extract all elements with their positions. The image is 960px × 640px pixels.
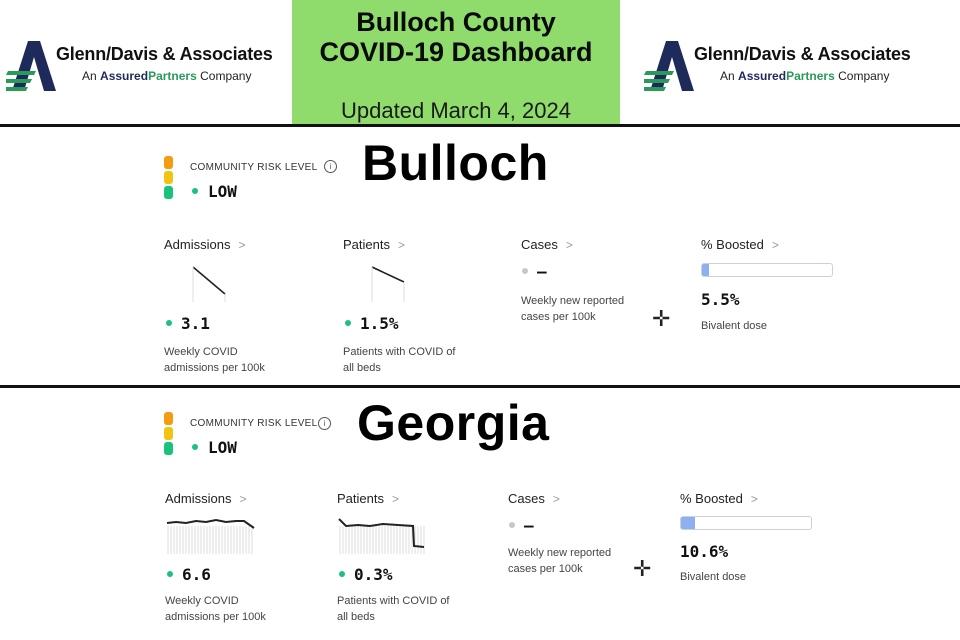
region-name-georgia: Georgia — [357, 395, 550, 451]
status-dot-icon — [167, 570, 173, 577]
boosted-progress-fill — [702, 264, 710, 276]
logo-tagline: An AssuredPartners Company — [82, 69, 252, 83]
chevron-right-icon: > — [750, 492, 758, 506]
metric-boosted-link[interactable]: % Boosted > — [701, 237, 779, 252]
community-risk-label: COMMUNITY RISK LEVEL — [190, 162, 318, 173]
metric-patients-link[interactable]: Patients > — [337, 491, 399, 506]
admissions-description: Weekly COVID admissions per 100k — [165, 595, 266, 623]
metric-cases-link[interactable]: Cases > — [508, 491, 560, 506]
status-dot-icon — [166, 319, 172, 326]
chevron-right-icon: > — [397, 238, 405, 252]
status-dot-icon — [192, 187, 198, 194]
title-line-2: COVID-19 Dashboard — [319, 37, 593, 67]
title-line-1: Bulloch County — [356, 7, 556, 37]
admissions-sparkline — [192, 266, 226, 302]
admissions-description: Weekly COVID admissions per 100k — [164, 346, 265, 374]
metric-admissions-link[interactable]: Admissions > — [164, 237, 246, 252]
boosted-value: 5.5% — [701, 290, 740, 309]
status-dot-icon — [522, 267, 528, 274]
logo-company-name: Glenn/Davis & Associates — [694, 44, 911, 64]
community-risk-value: LOW — [192, 182, 237, 201]
status-dot-icon — [192, 443, 198, 450]
boosted-progress-bar — [701, 263, 833, 277]
admissions-value: 6.6 — [167, 565, 211, 584]
metric-patients-link[interactable]: Patients > — [343, 237, 405, 252]
logo-company-name: Glenn/Davis & Associates — [56, 44, 273, 64]
admissions-sparkline — [166, 518, 255, 554]
community-risk-label: COMMUNITY RISK LEVEL — [190, 418, 318, 429]
chevron-right-icon: > — [391, 492, 399, 506]
logo-right: Glenn/Davis & Associates An AssuredPartn… — [644, 38, 929, 96]
admissions-value: 3.1 — [166, 314, 210, 333]
status-dot-icon — [345, 319, 351, 326]
status-dot-icon — [339, 570, 345, 577]
divider-middle — [0, 385, 960, 388]
metric-boosted-link[interactable]: % Boosted > — [680, 491, 758, 506]
boosted-value: 10.6% — [680, 542, 729, 561]
updated-date: Updated March 4, 2024 — [341, 98, 571, 123]
patients-value: 1.5% — [345, 314, 399, 333]
divider-top — [0, 124, 960, 127]
cases-description: Weekly new reported cases per 100k — [508, 547, 612, 575]
boosted-description: Bivalent dose — [701, 320, 768, 332]
assuredpartners-a-logo-icon — [644, 41, 694, 91]
patients-description: Patients with COVID of all beds — [337, 595, 450, 623]
boosted-description: Bivalent dose — [680, 571, 747, 583]
chevron-right-icon: > — [552, 492, 560, 506]
info-icon[interactable]: i — [318, 417, 331, 430]
assuredpartners-a-logo-icon — [6, 41, 56, 91]
patients-sparkline — [338, 518, 425, 554]
patients-description: Patients with COVID of all beds — [343, 346, 456, 374]
status-dot-icon — [509, 521, 515, 528]
metric-admissions-link[interactable]: Admissions > — [165, 491, 247, 506]
chevron-right-icon: > — [565, 238, 573, 252]
boosted-progress-fill — [681, 517, 695, 529]
crosshair-plus-icon: ✛ — [652, 306, 671, 331]
cases-description: Weekly new reported cases per 100k — [521, 295, 625, 323]
logo-left: Glenn/Davis & Associates An AssuredPartn… — [6, 38, 291, 96]
risk-level-bar — [164, 156, 173, 201]
chevron-right-icon: > — [239, 492, 247, 506]
logo-tagline: An AssuredPartners Company — [720, 69, 890, 83]
patients-value: 0.3% — [339, 565, 393, 584]
metric-cases-link[interactable]: Cases > — [521, 237, 573, 252]
community-risk-value: LOW — [192, 438, 237, 457]
boosted-progress-bar — [680, 516, 812, 530]
patients-sparkline — [371, 266, 405, 302]
region-name-bulloch: Bulloch — [362, 135, 549, 191]
chevron-right-icon: > — [238, 238, 246, 252]
cases-value: – — [509, 516, 534, 535]
crosshair-plus-icon: ✛ — [633, 556, 652, 581]
cases-value: – — [522, 262, 547, 281]
risk-level-bar — [164, 412, 173, 457]
chevron-right-icon: > — [771, 238, 779, 252]
info-icon[interactable]: i — [324, 160, 337, 173]
dashboard-title-box: Bulloch County COVID-19 Dashboard Update… — [292, 0, 620, 124]
